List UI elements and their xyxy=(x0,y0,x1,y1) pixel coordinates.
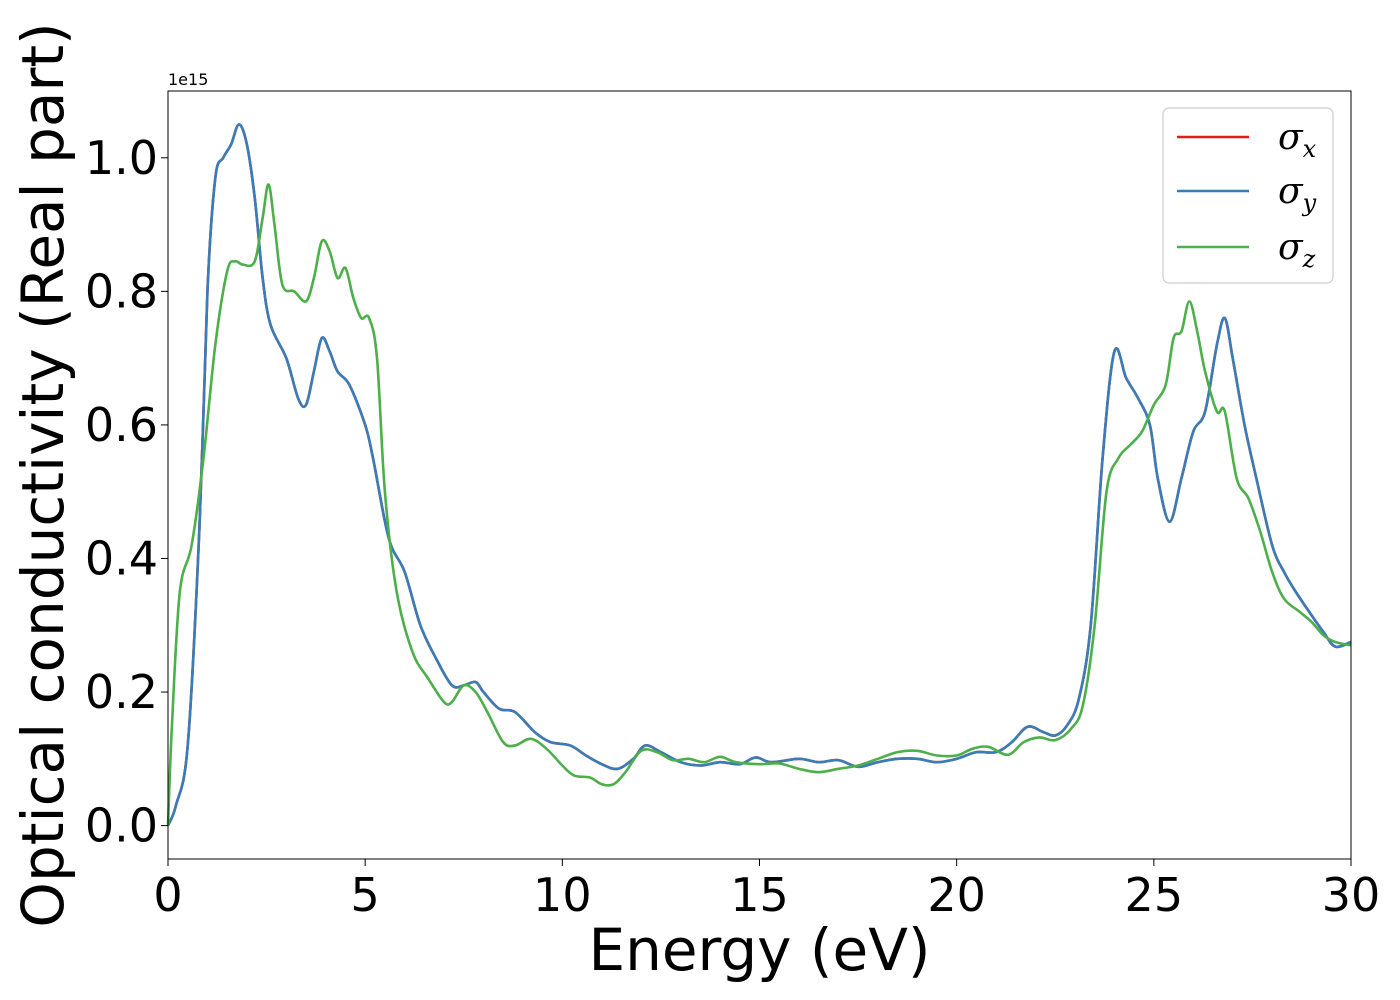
series-line-z xyxy=(166,183,1352,826)
y-tick-label: 0.2 xyxy=(85,665,158,719)
y-tick-label: 0.6 xyxy=(85,398,158,452)
x-tick-label: 20 xyxy=(927,868,986,922)
legend: σx σy σz xyxy=(1162,107,1334,284)
y-offset-text: 1e15 xyxy=(168,70,208,89)
x-axis: 0 5 10 15 20 25 30 xyxy=(153,859,1380,922)
x-tick-label: 5 xyxy=(351,868,380,922)
y-tick-label: 0.8 xyxy=(85,264,158,318)
x-tick-label: 25 xyxy=(1125,868,1184,922)
legend-label-y: σy xyxy=(1278,171,1317,217)
x-axis-label: Energy (eV) xyxy=(588,916,930,984)
x-tick-label: 15 xyxy=(730,868,789,922)
y-axis: 0.0 0.2 0.4 0.6 0.8 1.0 xyxy=(85,131,168,853)
x-tick-label: 0 xyxy=(153,868,182,922)
y-axis-label: Optical conductivity (Real part) xyxy=(9,22,77,927)
x-tick-label: 10 xyxy=(533,868,592,922)
legend-label-z: σz xyxy=(1278,227,1316,273)
series-layer xyxy=(166,123,1352,827)
x-tick-label: 30 xyxy=(1322,868,1381,922)
series-line-y xyxy=(166,123,1352,827)
y-tick-label: 0.0 xyxy=(85,799,158,853)
legend-frame xyxy=(1162,107,1334,284)
y-tick-label: 1.0 xyxy=(85,131,158,185)
y-tick-label: 0.4 xyxy=(85,531,158,585)
legend-label-x: σx xyxy=(1278,117,1317,163)
